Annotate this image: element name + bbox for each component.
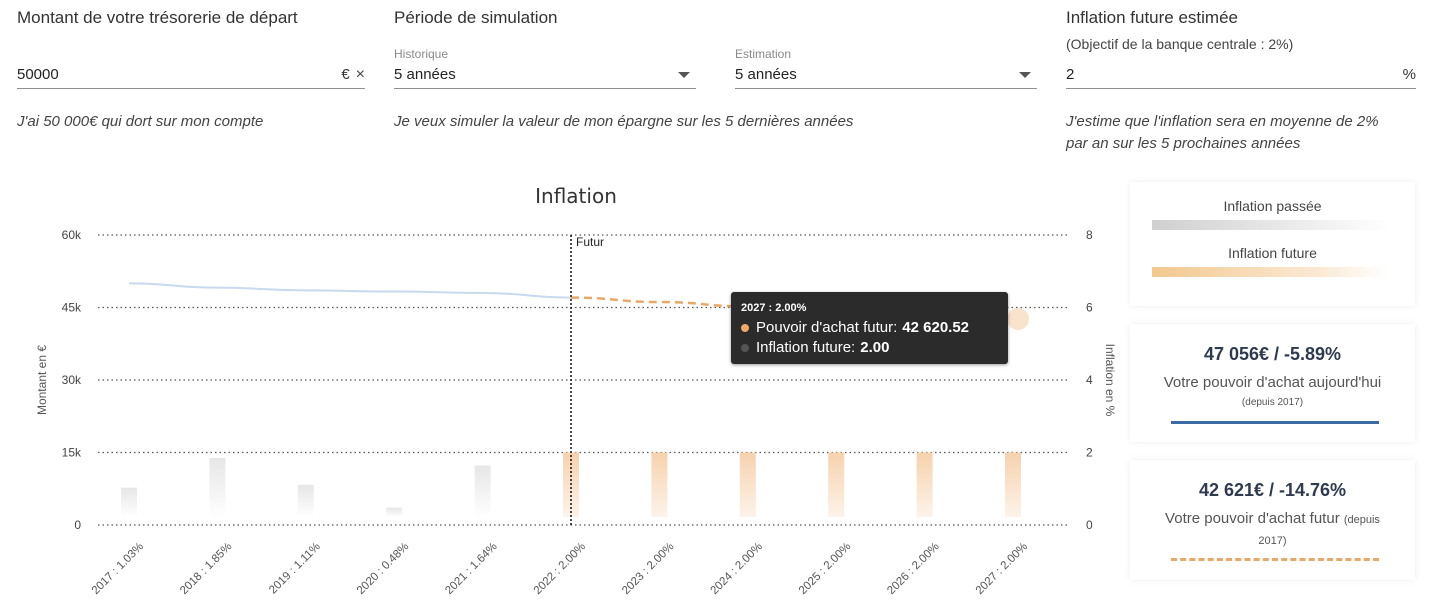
y2-tick-label: 4 (1086, 373, 1093, 387)
stat-card-today: 47 056€ / -5.89% Votre pouvoir d'achat a… (1130, 324, 1415, 442)
tooltip-row2-value: 2.00 (860, 339, 890, 356)
tooltip-row-pouvoir: Pouvoir d'achat futur: 42 620.52 (741, 318, 998, 338)
x-tick-label: 2024 : 2.00% (709, 541, 765, 597)
y2-tick-label: 8 (1086, 228, 1093, 242)
legend-future-swatch (1152, 267, 1387, 277)
tresorerie-title: Montant de votre trésorerie de départ (17, 8, 298, 27)
y-tick-label: 45k (62, 301, 82, 315)
y2-axis-label: Inflation en % (1103, 344, 1117, 417)
x-tick-label: 2018 : 1.85% (178, 541, 234, 597)
tresorerie-input[interactable]: 50000 € × (17, 61, 365, 89)
chevron-down-icon[interactable] (678, 71, 690, 78)
inflation-description-1: J'estime que l'inflation sera en moyenne… (1066, 113, 1379, 130)
legend-past-label: Inflation passée (1223, 198, 1322, 214)
historique-value[interactable]: 5 années (394, 66, 456, 83)
stat-today-label: Votre pouvoir d'achat aujourd'hui (1163, 374, 1382, 391)
tresorerie-value[interactable]: 50000 (17, 66, 59, 83)
tooltip-row-inflation: Inflation future: 2.00 (741, 338, 998, 358)
bar-2026 (916, 452, 933, 517)
stat-future-label-wrap: Votre pouvoir d'achat futur (depuis 2017… (1130, 509, 1415, 551)
inflation-description-2: par an sur les 5 prochaines années (1066, 135, 1301, 152)
bar-2025 (828, 452, 845, 517)
line-pouvoir-achat (128, 282, 572, 299)
hover-point-halo (1007, 308, 1029, 331)
y2-tick-label: 0 (1086, 518, 1093, 532)
inflation-title: Inflation future estimée (1066, 8, 1238, 27)
inflation-chart: 0 0 15k 2 30k 4 45k 6 60k 8 Montant en € Inflation … (35, 228, 1117, 597)
tooltip-row2-label: Inflation future: (756, 339, 856, 356)
bar-2018 (209, 457, 226, 517)
stat-today-since: (depuis 2017) (1241, 397, 1304, 408)
y2-tick-label: 6 (1086, 301, 1093, 315)
inflation-subtitle: (Objectif de la banque centrale : 2%) (1066, 36, 1294, 52)
bar-2020 (386, 507, 403, 517)
y-tick-label: 0 (74, 518, 81, 532)
tresorerie-description: J'ai 50 000€ qui dort sur mon compte (17, 113, 264, 130)
bar-2017 (121, 487, 137, 517)
historique-label: Historique (394, 47, 449, 61)
x-tick-label: 2023 : 2.00% (620, 541, 676, 597)
y-tick-label: 60k (62, 228, 82, 242)
estimation-select[interactable]: 5 années (735, 61, 1037, 89)
legend-future-label: Inflation future (1228, 245, 1317, 261)
tooltip-dot-orange (741, 324, 749, 332)
x-tick-label: 2019 : 1.11% (267, 541, 323, 597)
bar-2019 (297, 484, 314, 517)
tooltip-header: 2027 : 2.00% (741, 302, 807, 314)
x-tick-label: 2021 : 1.64% (443, 541, 499, 597)
y2-tick-label: 2 (1086, 446, 1093, 460)
chevron-down-icon[interactable] (1019, 71, 1031, 78)
euro-suffix: € (341, 66, 350, 83)
stat-card-future: 42 621€ / -14.76% Votre pouvoir d'achat … (1130, 460, 1415, 580)
x-tick-label: 2022 : 2.00% (532, 541, 588, 597)
stat-today-line (1171, 421, 1379, 424)
chart-tooltip: 2027 : 2.00% Pouvoir d'achat futur: 42 6… (731, 292, 1008, 364)
bar-2023 (651, 452, 668, 517)
stat-future-since: (depuis (1343, 514, 1380, 526)
estimation-label: Estimation (735, 47, 792, 61)
stat-future-label: Votre pouvoir d'achat futur (1165, 510, 1340, 527)
estimation-value[interactable]: 5 années (735, 66, 797, 83)
tooltip-row1-label: Pouvoir d'achat futur: (756, 319, 898, 336)
inflation-input[interactable]: 2 % (1066, 61, 1416, 89)
futur-marker-label: Futur (576, 235, 604, 249)
y-tick-label: 15k (62, 446, 82, 460)
y-tick-label: 30k (62, 373, 82, 387)
stat-today-value: 47 056€ / -5.89% (1203, 344, 1342, 364)
x-tick-label: 2017 : 1.03% (90, 541, 146, 597)
tooltip-row1-value: 42 620.52 (902, 319, 970, 336)
historique-select[interactable]: 5 années (394, 61, 696, 89)
periode-title: Période de simulation (394, 8, 558, 27)
percent-suffix: % (1402, 66, 1416, 83)
chart-title: Inflation (535, 184, 617, 208)
inflation-value[interactable]: 2 (1066, 66, 1075, 83)
tooltip-dot-grey (741, 344, 749, 352)
bar-2027 (1005, 452, 1021, 517)
x-tick-label: 2020 : 0.48% (355, 541, 411, 597)
stat-future-line (1171, 558, 1379, 561)
stat-future-since-2: 2017) (1258, 535, 1287, 547)
bar-2024 (739, 452, 756, 517)
periode-description: Je veux simuler la valeur de mon épargne… (394, 113, 854, 130)
legend-past-swatch (1152, 220, 1387, 230)
legend-card: Inflation passée Inflation future (1130, 182, 1415, 306)
stat-future-value: 42 621€ / -14.76% (1198, 480, 1347, 500)
y-axis-label: Montant en € (35, 345, 49, 415)
bar-2021 (474, 465, 491, 517)
x-tick-label: 2026 : 2.00% (885, 541, 941, 597)
x-tick-label: 2027 : 2.00% (974, 541, 1030, 597)
x-tick-label: 2025 : 2.00% (797, 541, 853, 597)
clear-icon[interactable]: × (355, 65, 365, 83)
